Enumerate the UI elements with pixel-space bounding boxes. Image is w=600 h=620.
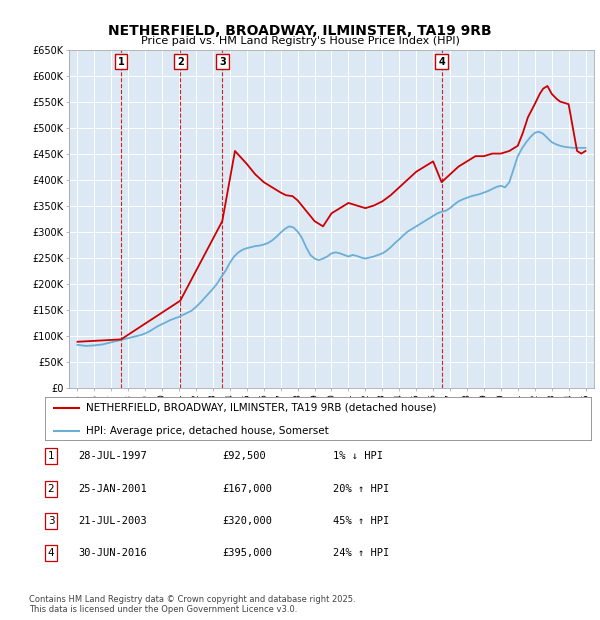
- Text: 25-JAN-2001: 25-JAN-2001: [78, 484, 147, 494]
- Text: 24% ↑ HPI: 24% ↑ HPI: [333, 548, 389, 558]
- Text: 3: 3: [219, 56, 226, 66]
- Text: HPI: Average price, detached house, Somerset: HPI: Average price, detached house, Some…: [86, 426, 329, 436]
- Text: 30-JUN-2016: 30-JUN-2016: [78, 548, 147, 558]
- Text: £92,500: £92,500: [222, 451, 266, 461]
- Text: £395,000: £395,000: [222, 548, 272, 558]
- Text: 4: 4: [438, 56, 445, 66]
- Text: £167,000: £167,000: [222, 484, 272, 494]
- Text: 3: 3: [47, 516, 55, 526]
- Text: This data is licensed under the Open Government Licence v3.0.: This data is licensed under the Open Gov…: [29, 604, 297, 614]
- Text: 2: 2: [177, 56, 184, 66]
- Text: 45% ↑ HPI: 45% ↑ HPI: [333, 516, 389, 526]
- Text: 1% ↓ HPI: 1% ↓ HPI: [333, 451, 383, 461]
- Text: 2: 2: [47, 484, 55, 494]
- Text: 20% ↑ HPI: 20% ↑ HPI: [333, 484, 389, 494]
- Text: 21-JUL-2003: 21-JUL-2003: [78, 516, 147, 526]
- Text: NETHERFIELD, BROADWAY, ILMINSTER, TA19 9RB (detached house): NETHERFIELD, BROADWAY, ILMINSTER, TA19 9…: [86, 402, 436, 413]
- Text: 28-JUL-1997: 28-JUL-1997: [78, 451, 147, 461]
- Text: 1: 1: [47, 451, 55, 461]
- Text: 4: 4: [47, 548, 55, 558]
- Text: Price paid vs. HM Land Registry's House Price Index (HPI): Price paid vs. HM Land Registry's House …: [140, 36, 460, 46]
- Text: £320,000: £320,000: [222, 516, 272, 526]
- Text: NETHERFIELD, BROADWAY, ILMINSTER, TA19 9RB: NETHERFIELD, BROADWAY, ILMINSTER, TA19 9…: [108, 24, 492, 38]
- Text: Contains HM Land Registry data © Crown copyright and database right 2025.: Contains HM Land Registry data © Crown c…: [29, 595, 355, 604]
- Text: 1: 1: [118, 56, 124, 66]
